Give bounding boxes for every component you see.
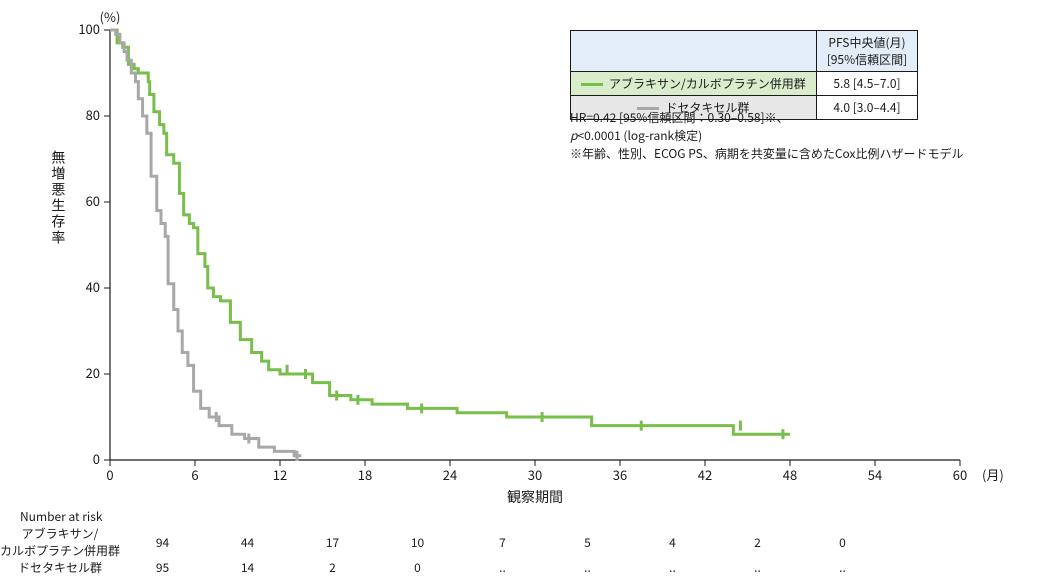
svg-text:20: 20 <box>86 363 100 382</box>
svg-text:観察期間: 観察期間 <box>507 487 563 507</box>
svg-text:60: 60 <box>86 191 100 210</box>
risk-cell: 94 <box>120 525 205 559</box>
legend-table: PFS中央値(月)[95%信頼区間] アブラキサン/カルボプラチン併用群 5.8 [… <box>570 30 918 120</box>
svg-text:6: 6 <box>191 465 198 484</box>
risk-cell: 0 <box>375 559 460 576</box>
svg-text:80: 80 <box>86 105 100 124</box>
svg-text:60: 60 <box>953 465 967 484</box>
stats-line: p<0.0001 (log-rank検定) <box>570 127 964 145</box>
risk-cell: 10 <box>375 525 460 559</box>
risk-cell: 4 <box>630 525 715 559</box>
risk-cell: 95 <box>120 559 205 576</box>
legend-label: アブラキサン/カルボプラチン併用群 <box>609 75 806 92</box>
svg-text:12: 12 <box>273 465 287 484</box>
svg-text:48: 48 <box>783 465 797 484</box>
svg-text:0: 0 <box>93 449 100 468</box>
stats-line: HR=0.42 [95%信頼区間：0.30–0.58]※、 <box>570 109 964 127</box>
risk-cell: 2 <box>715 525 800 559</box>
stats-note: HR=0.42 [95%信頼区間：0.30–0.58]※、p<0.0001 (l… <box>570 109 964 163</box>
risk-cell: 2 <box>290 559 375 576</box>
risk-row-label: アブラキサン/カルボプラチン併用群 <box>0 525 120 559</box>
svg-text:30: 30 <box>528 465 542 484</box>
y-axis-label: 無増悪生存率 <box>50 150 70 246</box>
risk-row-label: ドセタキセル群 <box>0 559 120 576</box>
legend: PFS中央値(月)[95%信頼区間] アブラキサン/カルボプラチン併用群 5.8 [… <box>570 30 918 120</box>
svg-text:100: 100 <box>78 19 100 38</box>
number-at-risk-table: Number at riskアブラキサン/カルボプラチン併用群944417107… <box>0 508 885 576</box>
legend-header-value: PFS中央値(月)[95%信頼区間] <box>816 31 918 72</box>
svg-text:(%): (%) <box>100 7 121 26</box>
risk-title: Number at risk <box>0 508 120 525</box>
risk-cell: 0 <box>800 525 885 559</box>
svg-text:54: 54 <box>868 465 882 484</box>
risk-cell: 17 <box>290 525 375 559</box>
risk-cell: .. <box>460 559 545 576</box>
legend-swatch-abraxane_carboplatin <box>581 83 603 86</box>
svg-text:42: 42 <box>698 465 712 484</box>
legend-value: 5.8 [4.5–7.0] <box>816 72 918 96</box>
svg-text:24: 24 <box>443 465 457 484</box>
risk-cell: 14 <box>205 559 290 576</box>
svg-text:(月): (月) <box>982 465 1004 484</box>
legend-header-group <box>571 31 817 72</box>
risk-cell: .. <box>630 559 715 576</box>
svg-text:18: 18 <box>358 465 372 484</box>
risk-cell: 7 <box>460 525 545 559</box>
stats-line: ※年齢、性別、ECOG PS、病期を共変量に含めたCox比例ハザードモデル <box>570 145 964 163</box>
svg-text:36: 36 <box>613 465 627 484</box>
risk-cell: .. <box>715 559 800 576</box>
svg-text:40: 40 <box>86 277 100 296</box>
legend-row-abraxane_carboplatin: アブラキサン/カルボプラチン併用群 <box>571 72 817 96</box>
risk-cell: 5 <box>545 525 630 559</box>
risk-cell: .. <box>800 559 885 576</box>
svg-text:0: 0 <box>106 465 113 484</box>
risk-cell: 44 <box>205 525 290 559</box>
risk-cell: .. <box>545 559 630 576</box>
